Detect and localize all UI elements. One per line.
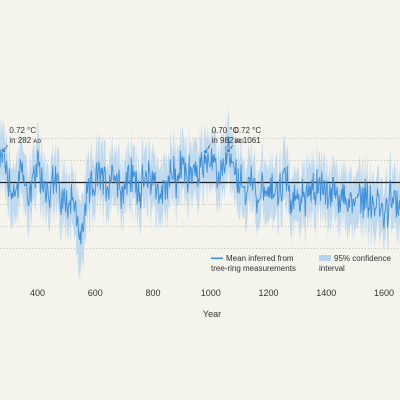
legend-band-label-2: interval	[319, 264, 345, 273]
annotation-leader	[228, 144, 233, 150]
annotation-marker	[203, 149, 209, 155]
annotations: 0.72 °Cin 282 AD0.70 °Cin 982 AD0.72 °Ci…	[0, 126, 261, 155]
legend-mean-label-1: Mean inferred from	[226, 254, 294, 263]
x-tick-label: 400	[30, 288, 45, 298]
annotation-marker	[225, 148, 231, 154]
annotation-year: in 1061	[234, 136, 261, 145]
x-tick-label: 1400	[316, 288, 336, 298]
annotation-value: 0.72 °C	[234, 126, 261, 135]
confidence-band-area	[0, 107, 400, 282]
confidence-band	[0, 107, 400, 282]
legend-mean-swatch	[211, 257, 223, 260]
annotation-year: in 982 AD	[212, 136, 244, 145]
annotation-value: 0.70 °C	[212, 126, 239, 135]
mean-line	[0, 136, 400, 245]
legend-band-label-1: 95% confidence	[334, 254, 391, 263]
annotation-value: 0.72 °C	[9, 126, 36, 135]
x-tick-label: 800	[145, 288, 160, 298]
mean-series-line	[0, 136, 400, 245]
x-tick-label: 600	[88, 288, 103, 298]
legend-mean-label-2: tree-ring measurements	[211, 264, 296, 273]
x-tick-label: 1600	[374, 288, 394, 298]
annotation-leader	[3, 144, 8, 150]
annotation-era: AD	[236, 139, 244, 145]
legend-band-swatch	[319, 255, 331, 261]
legend: Mean inferred from tree-ring measurement…	[211, 254, 391, 273]
annotation-leader	[205, 144, 210, 150]
annotation-era: AD	[33, 139, 41, 145]
annotation-year: in 282 AD	[9, 136, 41, 145]
annotation-2: 0.72 °Cin 1061	[225, 126, 261, 154]
x-tick-label: 1200	[258, 288, 278, 298]
x-axis: 400 600 800 1000 1200 1400 1600	[30, 288, 394, 298]
x-axis-title: Year	[203, 309, 221, 319]
annotation-0: 0.72 °Cin 282 AD	[0, 126, 41, 154]
x-tick-label: 1000	[201, 288, 221, 298]
annotation-marker	[0, 148, 7, 154]
annotation-1: 0.70 °Cin 982 AD	[203, 126, 244, 155]
